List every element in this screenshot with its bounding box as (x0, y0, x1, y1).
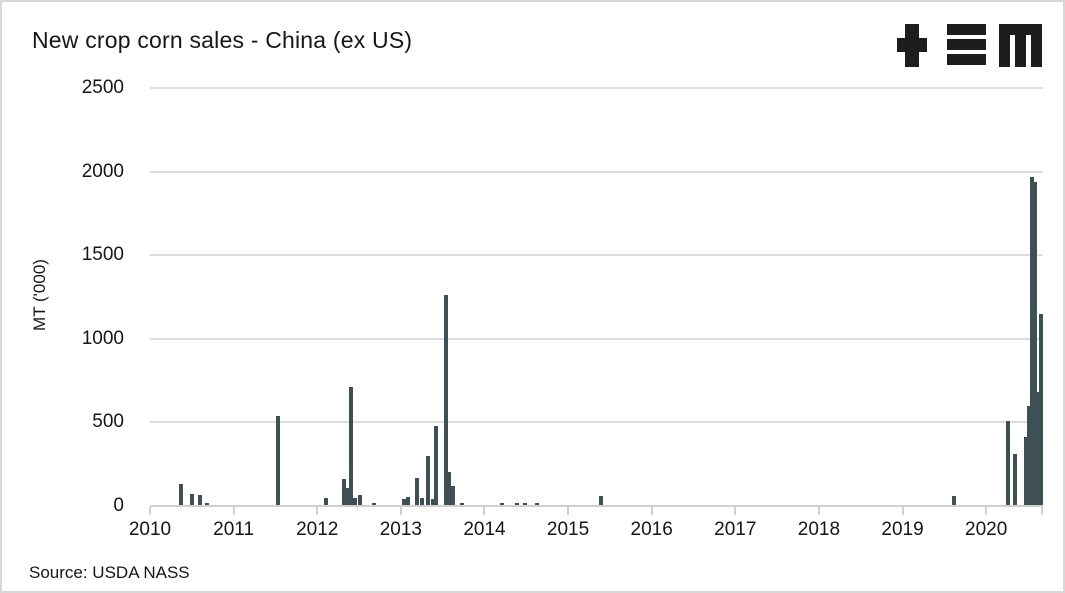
bar (341, 479, 346, 506)
bar (522, 503, 527, 506)
bar (1024, 437, 1029, 506)
x-tick-mark-axis-end (1041, 507, 1043, 515)
x-tick-mark (901, 507, 904, 515)
x-tick-label: 2014 (463, 519, 506, 540)
x-axis-line (150, 505, 1043, 507)
bar (357, 495, 362, 506)
x-tick-mark (232, 507, 235, 515)
x-tick-mark (817, 507, 820, 515)
y-tick-label: 1500 (81, 244, 124, 266)
bar (419, 497, 424, 506)
bar (447, 471, 452, 506)
x-tick-label: 2018 (797, 519, 841, 540)
bar (275, 415, 280, 506)
bar (1005, 420, 1010, 506)
x-tick-mark (149, 507, 151, 515)
bar (430, 499, 435, 506)
gridline-500 (150, 421, 1043, 424)
x-tick-label: 2012 (296, 519, 339, 540)
bar (372, 503, 377, 506)
bar (178, 484, 183, 506)
gridline-1000 (150, 337, 1043, 340)
bar (443, 295, 448, 506)
x-tick-label: 2016 (630, 519, 673, 540)
bar (598, 495, 603, 506)
bar (414, 478, 419, 506)
y-tick-label: 500 (92, 411, 124, 433)
bar (1026, 405, 1031, 506)
triple-bar-icon (947, 24, 986, 65)
bar (1030, 176, 1035, 506)
bar (352, 498, 357, 506)
x-tick-label: 2020 (965, 519, 1008, 540)
plus-icon (897, 24, 927, 67)
x-tick-mark (483, 507, 486, 515)
bar (433, 425, 438, 506)
bar (515, 503, 520, 506)
gridline-2500 (150, 87, 1043, 89)
bar (535, 503, 540, 506)
x-tick-mark (399, 507, 402, 515)
bar (500, 502, 505, 506)
x-tick-mark (985, 507, 988, 515)
source-note: Source: USDA NASS (29, 563, 190, 582)
gridline-2000 (150, 170, 1043, 173)
bar (1039, 313, 1044, 506)
bar (952, 495, 957, 506)
bar (204, 502, 209, 506)
chart-title: New crop corn sales - China (ex US) (32, 27, 413, 53)
bar (189, 494, 194, 506)
x-tick-label: 2010 (128, 519, 172, 540)
bar (450, 485, 455, 506)
x-tick-label: 2013 (379, 519, 422, 540)
y-tick-label: 1000 (81, 327, 124, 349)
x-tick-mark (316, 507, 319, 515)
bar (1035, 392, 1040, 506)
bar (348, 387, 353, 506)
y-tick-label: 2500 (81, 77, 124, 98)
gridline-1500 (150, 254, 1043, 257)
x-tick-mark (650, 507, 653, 515)
bar (198, 495, 203, 506)
x-tick-label: 2017 (714, 519, 757, 540)
bar (1012, 454, 1017, 506)
bar (405, 496, 410, 506)
bar (426, 455, 431, 506)
bar (402, 499, 407, 506)
y-tick-label: 0 (113, 495, 124, 516)
bar (459, 503, 464, 506)
x-tick-label: 2019 (881, 519, 924, 540)
tem-logo (897, 24, 1042, 67)
m-mark-icon (999, 24, 1042, 67)
x-tick-mark (734, 507, 737, 515)
y-tick-label: 2000 (81, 160, 124, 182)
x-tick-mark (567, 507, 570, 515)
bar (323, 498, 328, 506)
bar (345, 487, 350, 506)
bar (1033, 181, 1038, 506)
x-tick-label: 2011 (213, 519, 255, 540)
x-tick-label: 2015 (546, 519, 590, 540)
